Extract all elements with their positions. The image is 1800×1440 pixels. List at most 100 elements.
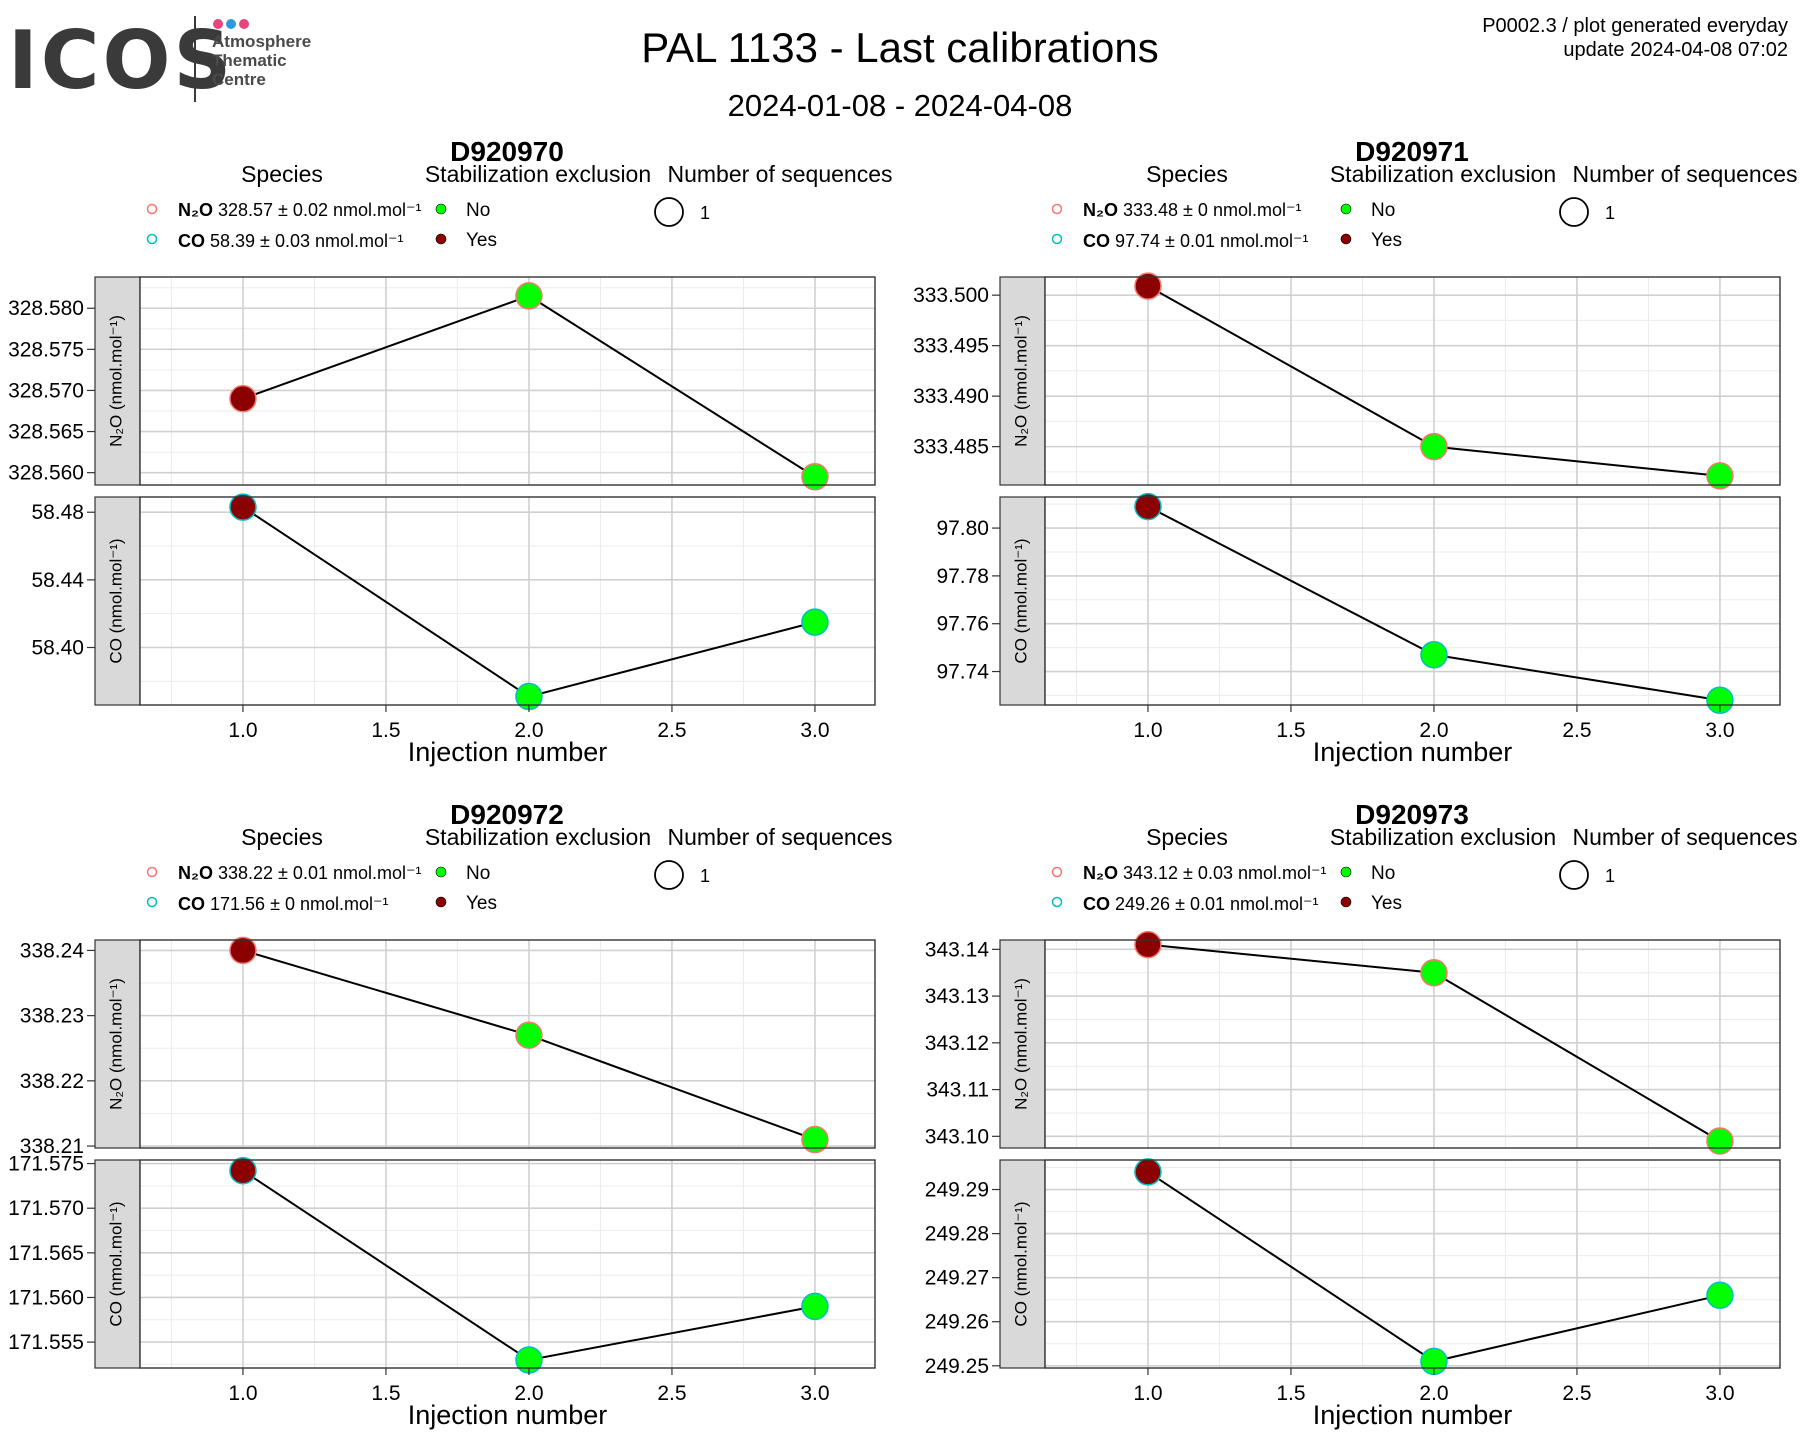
- legend-key-no: [435, 203, 447, 215]
- data-point-n2o-3: [1706, 1127, 1734, 1155]
- data-point-co-3: [801, 1292, 829, 1321]
- legend-label-yes: Yes: [1371, 230, 1402, 251]
- y-tick-label: 343.13: [925, 985, 989, 1008]
- x-tick-label: 1.5: [1276, 719, 1305, 742]
- data-point-n2o-3: [801, 1125, 829, 1154]
- data-point-n2o-2: [1420, 958, 1448, 987]
- data-point-n2o-2: [1420, 432, 1448, 461]
- y-tick-label: 171.555: [8, 1331, 84, 1354]
- y-tick-label: 58.44: [31, 569, 84, 592]
- facet-strip-label: N₂O (nmol.mol⁻¹): [106, 315, 125, 447]
- y-tick-label: 343.12: [925, 1032, 989, 1055]
- facet-co: CO (nmol.mol⁻¹) 249.29 249.28 249.27 249.26 2…: [925, 1158, 1781, 1378]
- y-tick-label: 249.29: [925, 1179, 989, 1202]
- legend-title-stabilization: Stabilization exclusion: [425, 161, 651, 187]
- y-tick-label: 249.26: [925, 1311, 989, 1334]
- plot-panel: [1045, 1160, 1780, 1368]
- version-line-2: update 2024-04-08 07:02: [1563, 39, 1788, 61]
- data-point-co-3: [801, 608, 829, 636]
- panel-border: [139, 496, 876, 706]
- data-point-co-1: [1134, 1158, 1162, 1186]
- y-tick-label: 328.580: [8, 297, 84, 320]
- legend-key-sequences: [1559, 197, 1589, 227]
- y-tick-label: 343.10: [925, 1125, 989, 1148]
- facet-strip-label: CO (nmol.mol⁻¹): [1011, 1201, 1030, 1326]
- y-tick-label: 333.500: [913, 284, 989, 307]
- chart-D920971: D920971 Species Stabilization exclusion Num…: [913, 136, 1797, 767]
- x-tick-label: 2.5: [1562, 719, 1591, 742]
- legend-label-no: No: [466, 200, 490, 221]
- y-tick-label: 343.14: [925, 938, 990, 961]
- legend-key-no: [1340, 866, 1352, 878]
- panel-border: [139, 276, 876, 486]
- legend-title-species: Species: [1146, 161, 1228, 187]
- y-tick-label: 328.560: [8, 462, 84, 485]
- facet-co: CO (nmol.mol⁻¹) 171.575 171.570 171.565 171.…: [8, 1153, 876, 1374]
- x-tick-label: 2.0: [1419, 1382, 1448, 1405]
- legend-title-species: Species: [241, 161, 323, 187]
- data-point-n2o-3: [801, 463, 829, 491]
- y-tick-label: 58.48: [31, 501, 84, 524]
- legend-label-co: CO 58.39 ± 0.03 nmol.mol⁻¹: [178, 231, 404, 251]
- legend-key-yes: [435, 233, 447, 245]
- legend-key-n2o: [1051, 866, 1063, 878]
- plot-panel: [140, 1160, 875, 1368]
- facet-strip: [999, 1159, 1046, 1369]
- y-tick-label: 338.22: [20, 1070, 84, 1093]
- data-point-co-3: [1706, 686, 1734, 714]
- data-point-co-3: [1706, 1281, 1734, 1310]
- x-tick-label: 1.5: [371, 1382, 400, 1405]
- y-tick-label: 249.28: [925, 1223, 989, 1246]
- x-axis-title: Injection number: [408, 737, 608, 767]
- legend-label-co: CO 171.56 ± 0 nmol.mol⁻¹: [178, 894, 388, 914]
- y-tick-label: 171.575: [8, 1153, 84, 1176]
- x-axis-title: Injection number: [1313, 737, 1513, 767]
- legend-title-sequences: Number of sequences: [667, 161, 892, 187]
- legend-key-no: [1340, 203, 1352, 215]
- y-tick-label: 333.485: [913, 436, 989, 459]
- legend-label-sequences: 1: [1605, 866, 1615, 886]
- y-tick-label: 328.575: [8, 338, 84, 361]
- facet-co: CO (nmol.mol⁻¹) 58.48 58.44 58.40: [31, 493, 876, 711]
- chart-title: D920972: [450, 799, 564, 830]
- legend-title-species: Species: [241, 824, 323, 850]
- y-tick-label: 171.560: [8, 1286, 84, 1309]
- legend-label-sequences: 1: [700, 203, 710, 223]
- legend-key-n2o: [146, 203, 158, 215]
- data-point-co-1: [1134, 492, 1162, 521]
- panel-border: [1044, 276, 1781, 486]
- y-tick-label: 97.78: [936, 565, 989, 588]
- y-tick-label: 338.21: [20, 1135, 84, 1158]
- x-tick-label: 3.0: [1705, 719, 1734, 742]
- data-point-n2o-3: [1706, 462, 1734, 490]
- legend-label-n2o: N₂O 328.57 ± 0.02 nmol.mol⁻¹: [178, 200, 421, 220]
- logo-dot-blue: [226, 19, 236, 29]
- x-tick-label: 2.5: [1562, 1382, 1591, 1405]
- x-tick-label: 2.0: [1419, 719, 1448, 742]
- version-line-1: P0002.3 / plot generated everyday: [1482, 15, 1788, 37]
- legend-label-yes: Yes: [466, 230, 497, 251]
- legend-key-co: [1051, 233, 1063, 245]
- legend-title-sequences: Number of sequences: [1572, 824, 1797, 850]
- logo-dot-pink-2: [239, 19, 249, 29]
- x-tick-label: 1.0: [228, 719, 257, 742]
- y-tick-label: 249.25: [925, 1355, 989, 1378]
- data-point-co-1: [229, 1156, 257, 1185]
- facet-n2o: N₂O (nmol.mol⁻¹) 343.14 343.13 343.12 343.11…: [925, 930, 1781, 1155]
- panel-border: [1044, 1159, 1781, 1369]
- data-point-n2o-2: [515, 1021, 543, 1049]
- legend-key-sequences: [654, 860, 684, 890]
- x-tick-label: 1.0: [1133, 1382, 1162, 1405]
- logo-line-1: Atmosphere: [212, 32, 312, 51]
- legend-title-stabilization: Stabilization exclusion: [425, 824, 651, 850]
- y-tick-label: 338.23: [20, 1005, 84, 1028]
- facet-strip-label: N₂O (nmol.mol⁻¹): [106, 978, 125, 1110]
- data-point-co-2: [1420, 641, 1448, 669]
- y-tick-label: 171.565: [8, 1242, 84, 1265]
- panel-border: [139, 939, 876, 1149]
- chart-title: D920970: [450, 136, 564, 167]
- facet-n2o: N₂O (nmol.mol⁻¹) 328.580 328.575 328.570 328…: [8, 276, 876, 491]
- data-point-co-1: [229, 493, 257, 521]
- y-tick-label: 333.495: [913, 335, 989, 358]
- y-tick-label: 171.570: [8, 1197, 84, 1220]
